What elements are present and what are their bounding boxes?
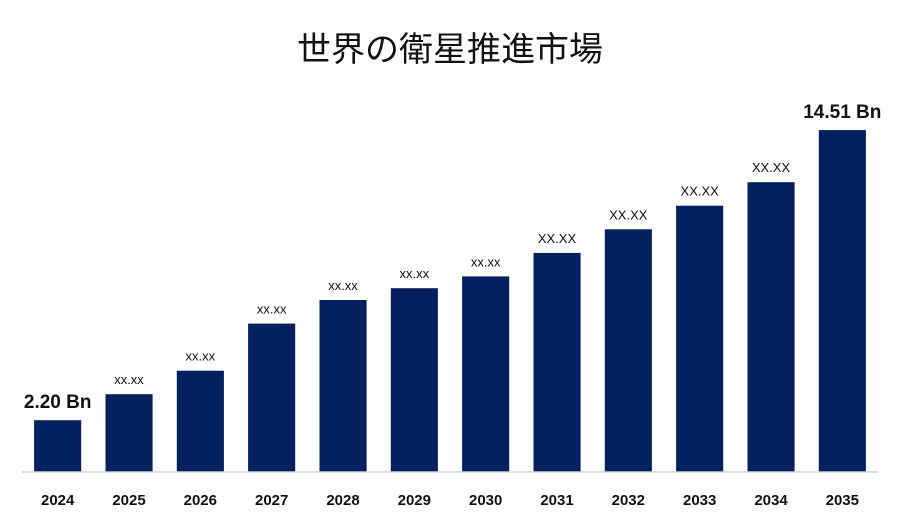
bar-2028 xyxy=(319,300,367,472)
data-label-2035: 14.51 Bn xyxy=(803,102,881,123)
bar-2035 xyxy=(818,130,866,472)
x-tick-label-2026: 2026 xyxy=(184,492,217,509)
data-label-2027: xx.xx xyxy=(257,302,287,317)
data-label-2029: xx.xx xyxy=(399,266,429,281)
bar-2032 xyxy=(604,229,652,472)
bar-2025 xyxy=(105,394,153,472)
chart-title: 世界の衛星推進市場 xyxy=(297,30,603,70)
x-tick-label-2027: 2027 xyxy=(255,492,288,509)
x-tick-label-2028: 2028 xyxy=(326,492,359,509)
x-tick-label-2024: 2024 xyxy=(41,492,75,509)
x-tick-label-2029: 2029 xyxy=(398,492,431,509)
labels-layer: 2.20 Bn 2024 xx.xx 2025 xx.xx 2026 xx.xx 2027 xx… xyxy=(24,102,881,509)
data-label-2026: xx.xx xyxy=(185,349,215,364)
data-label-2025: xx.xx xyxy=(114,372,144,387)
data-label-2033: XX.XX xyxy=(681,184,720,199)
bar-2031 xyxy=(533,252,581,472)
bars-layer xyxy=(34,130,866,472)
bar-2027 xyxy=(248,323,296,472)
data-label-2034: XX.XX xyxy=(752,160,791,175)
bar-2034 xyxy=(747,182,795,472)
bar-2029 xyxy=(390,288,438,472)
data-label-2032: XX.XX xyxy=(609,207,648,222)
bar-2024 xyxy=(34,420,82,472)
data-label-2030: xx.xx xyxy=(471,254,501,269)
bar-2026 xyxy=(176,370,224,472)
data-label-2028: xx.xx xyxy=(328,278,358,293)
data-label-2024: 2.20 Bn xyxy=(24,392,92,413)
x-tick-label-2030: 2030 xyxy=(469,492,502,509)
bar-2030 xyxy=(462,276,510,472)
x-tick-label-2032: 2032 xyxy=(612,492,645,509)
x-tick-label-2025: 2025 xyxy=(112,492,145,509)
x-tick-label-2034: 2034 xyxy=(754,492,788,509)
data-label-2031: XX.XX xyxy=(538,231,577,246)
x-tick-label-2033: 2033 xyxy=(683,492,716,509)
x-tick-label-2031: 2031 xyxy=(540,492,573,509)
x-tick-label-2035: 2035 xyxy=(826,492,859,509)
bar-2033 xyxy=(676,205,724,472)
